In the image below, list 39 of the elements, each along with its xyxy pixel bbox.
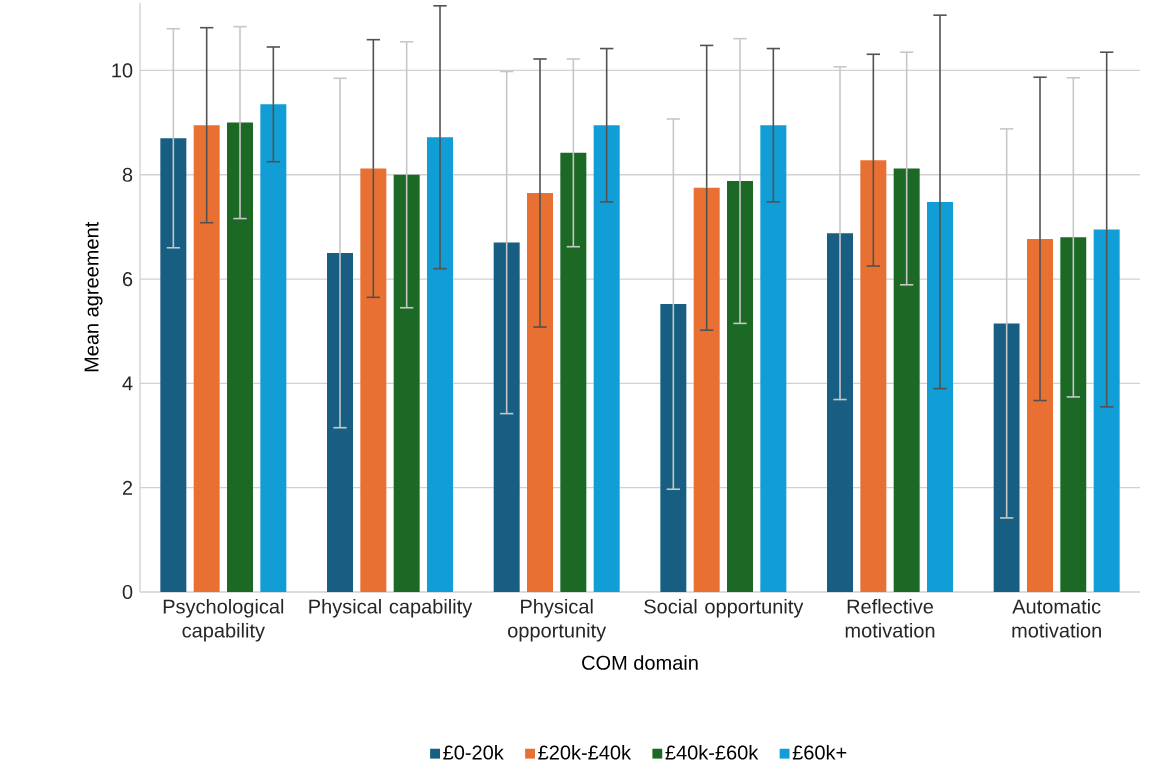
x-tick-label: Automatic motivation xyxy=(1012,598,1101,638)
bar xyxy=(193,125,220,592)
bar xyxy=(560,152,587,592)
bar xyxy=(693,187,720,592)
legend-label: £60k+ xyxy=(792,744,847,760)
y-tick-label: 4 xyxy=(122,376,133,391)
x-tick-label: Social opportunity xyxy=(644,598,804,618)
bar xyxy=(1027,238,1054,592)
legend-label: £0-20k xyxy=(443,744,504,760)
legend-label: £40k-£60k xyxy=(665,744,759,760)
y-tick-label: 0 xyxy=(122,584,133,600)
x-tick-label: Physical capability xyxy=(309,598,473,618)
bar xyxy=(727,181,753,592)
y-axis-title: Mean agreement xyxy=(84,221,103,372)
bar xyxy=(893,168,920,592)
bar xyxy=(927,201,953,592)
x-tick-label: Physical opportunity xyxy=(508,598,607,642)
y-tick-label: 2 xyxy=(122,480,133,495)
bar xyxy=(527,193,553,592)
y-tick-label: 8 xyxy=(122,167,133,182)
y-tick-label: 6 xyxy=(122,271,133,287)
bar xyxy=(493,242,520,592)
bar xyxy=(760,125,787,592)
bar xyxy=(1093,229,1120,592)
bar xyxy=(860,160,887,592)
bar xyxy=(1060,237,1087,592)
bar xyxy=(593,125,620,592)
legend-label: £20k-£40k xyxy=(538,744,632,760)
y-tick-label: 10 xyxy=(112,63,133,78)
bar xyxy=(360,168,387,592)
x-tick-label: Reflective motivation xyxy=(845,598,935,638)
bar xyxy=(260,104,287,592)
bar xyxy=(427,137,454,592)
bar xyxy=(827,233,854,592)
x-tick-label: Psychological capability xyxy=(163,598,284,642)
x-axis-title: COM domain xyxy=(582,655,698,670)
bar xyxy=(393,174,420,592)
bar xyxy=(227,122,254,592)
bar xyxy=(160,138,187,592)
